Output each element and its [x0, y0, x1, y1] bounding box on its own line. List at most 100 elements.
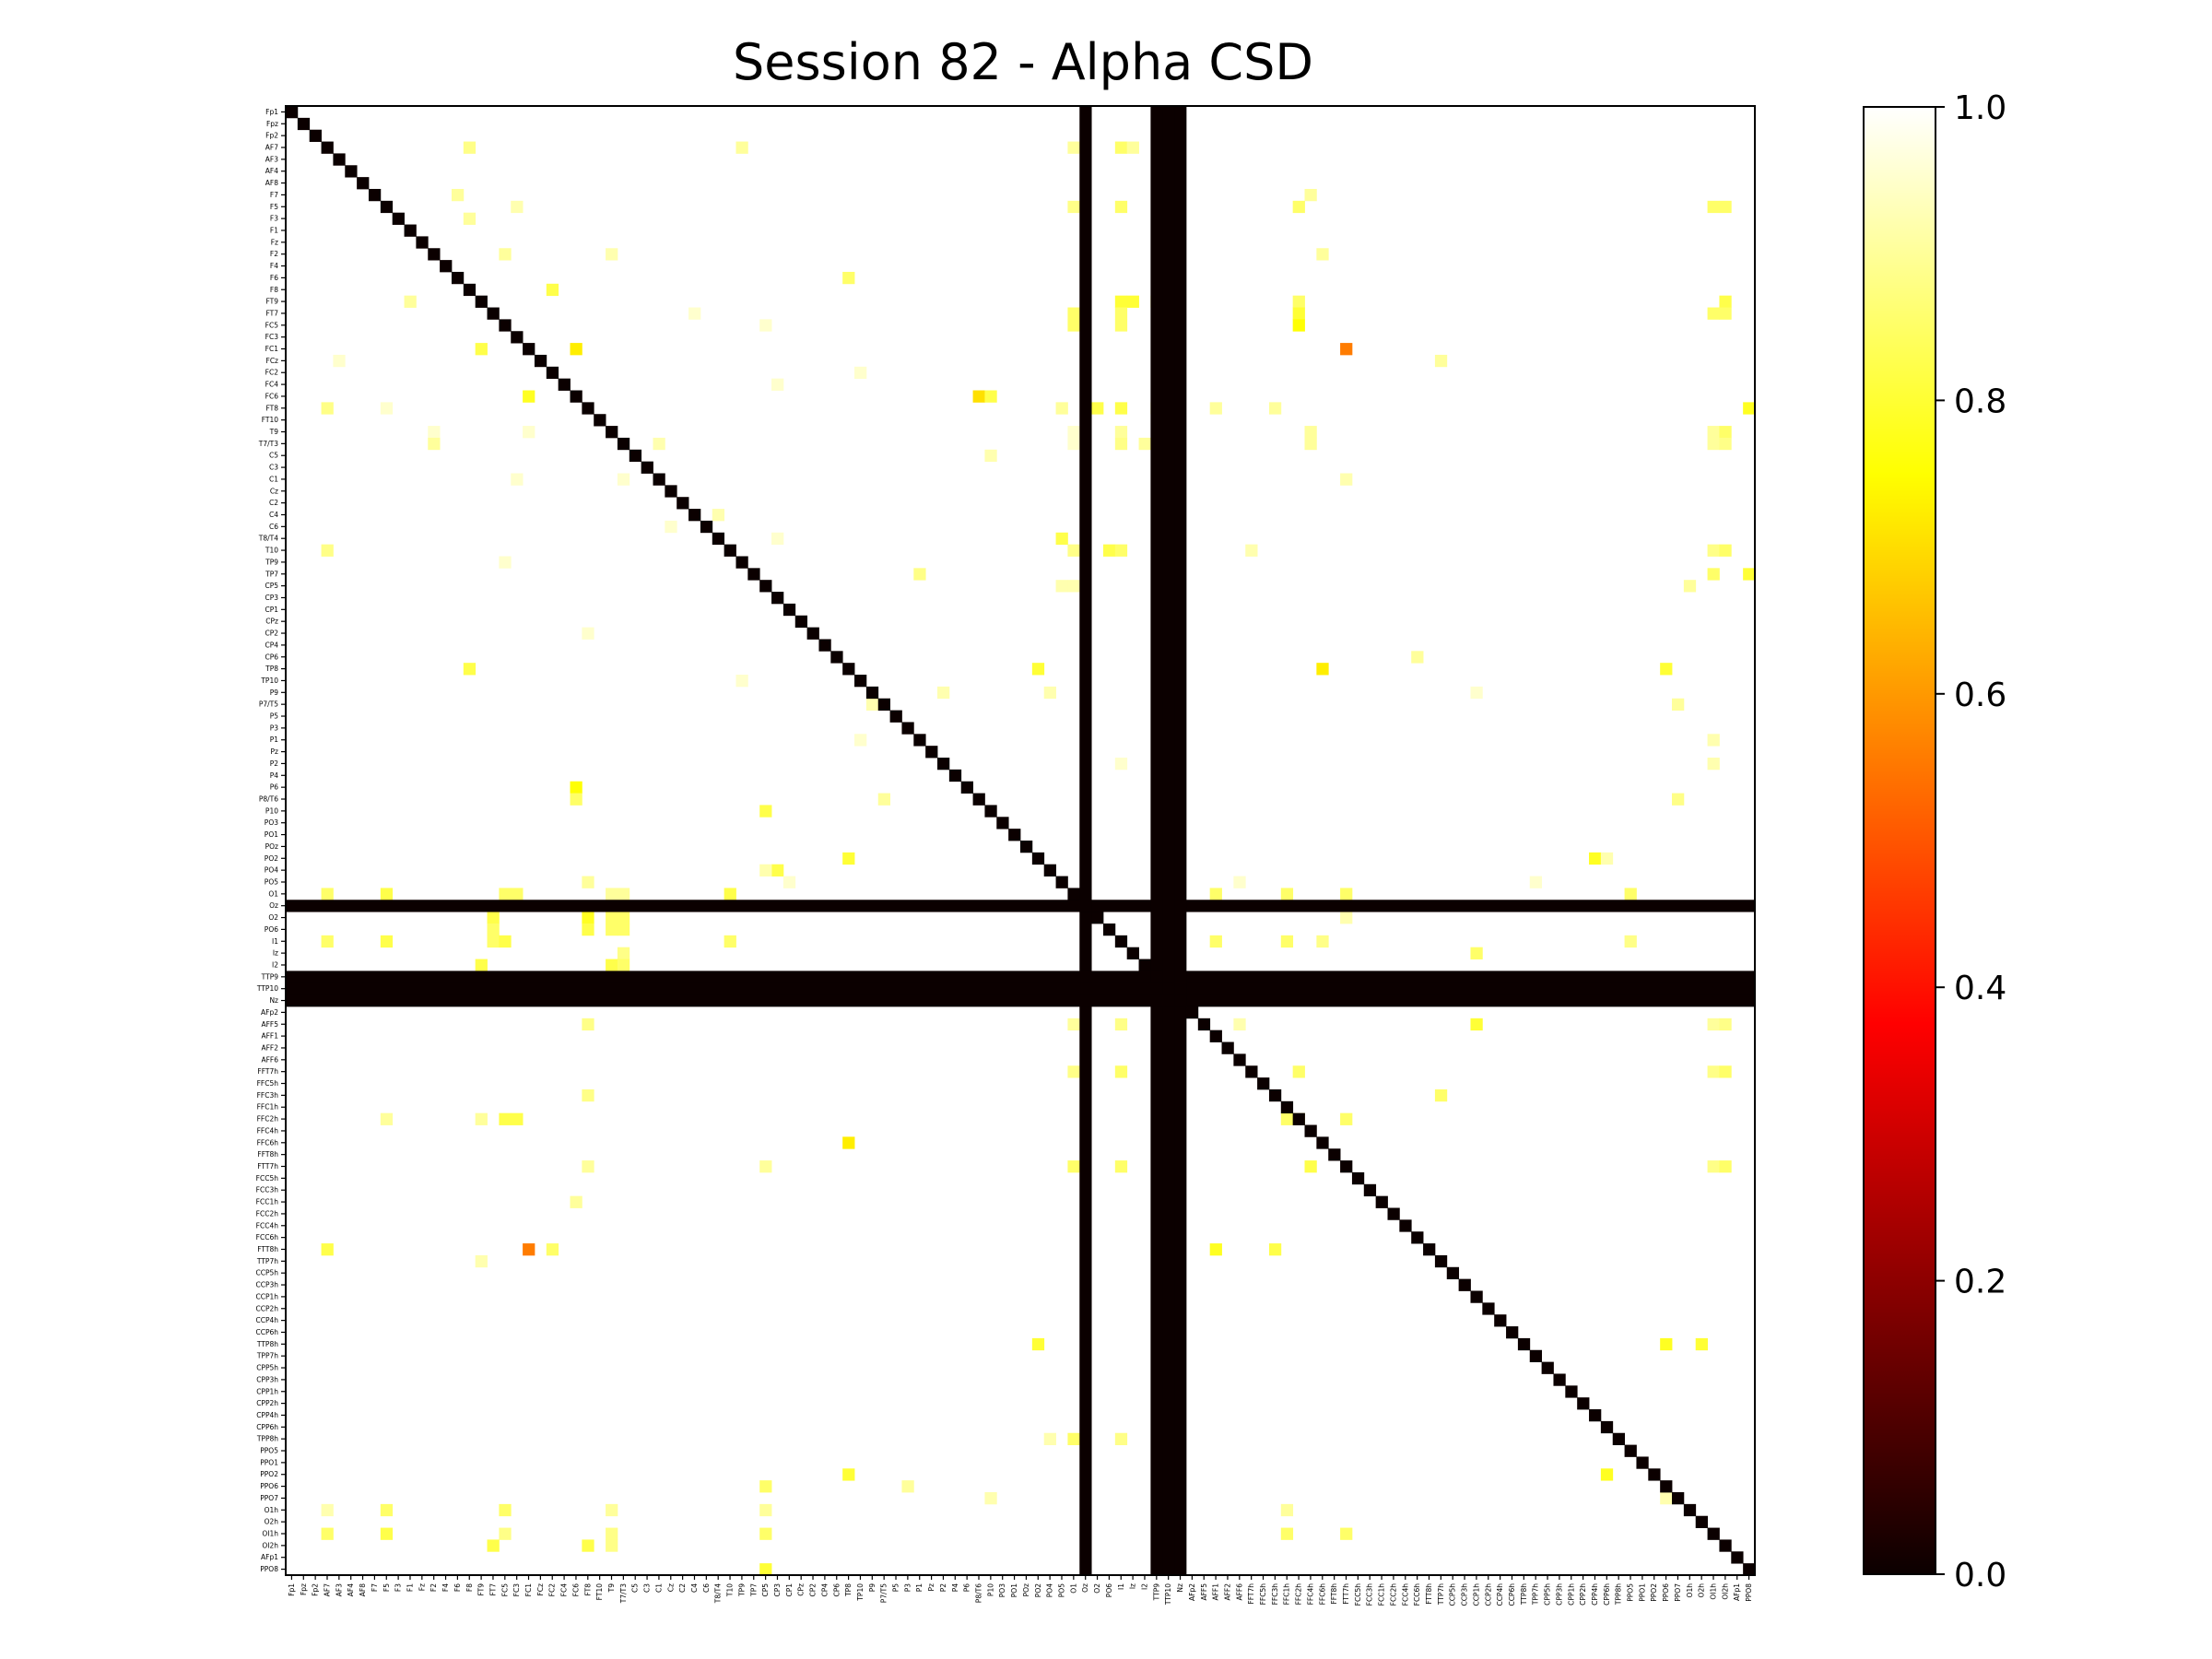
diagonal-cell [309, 129, 322, 142]
y-tick-label: AF3 [265, 155, 278, 163]
heatmap-cell [1434, 1088, 1448, 1102]
heatmap-cell [712, 509, 725, 522]
y-tick-label: CP3 [265, 594, 278, 602]
y-tick-label: CPP6h [256, 1423, 278, 1431]
heatmap-cell [1707, 1065, 1720, 1078]
y-tick-label: Oz [269, 901, 278, 910]
x-tick-label: PPO6 [1662, 1583, 1670, 1602]
y-tick-label: P4 [270, 771, 279, 780]
diagonal-cell [937, 758, 950, 771]
diagonal-cell [1506, 1326, 1519, 1339]
y-tick-label: CCP1h [255, 1292, 278, 1300]
x-tick-label: T10 [726, 1583, 735, 1597]
x-tick-label: FC5 [500, 1583, 509, 1597]
heatmap-cell [1114, 319, 1128, 332]
heatmap-cell [1114, 426, 1128, 439]
y-tick-label: F3 [270, 215, 278, 223]
diagonal-cell [570, 390, 582, 403]
heatmap-cell [1304, 437, 1317, 451]
x-tick-label: TP9 [737, 1583, 746, 1597]
y-tick-label: P3 [270, 724, 279, 732]
x-tick-label: TPP7h [1532, 1583, 1540, 1606]
diagonal-cell [1221, 1041, 1234, 1054]
heatmap-cell [582, 876, 594, 888]
heatmap-cell [1340, 473, 1353, 486]
heatmap-cell [463, 141, 477, 154]
x-tick-label: FFC3h [1271, 1583, 1279, 1606]
heatmap-cell [1292, 1065, 1305, 1078]
heatmap-cell [463, 212, 477, 225]
y-tick-label: CCP6h [255, 1328, 278, 1336]
x-tick-label: CPP5h [1544, 1583, 1552, 1606]
heatmap-cell [1067, 437, 1080, 451]
x-tick-label: PPO2 [1650, 1583, 1658, 1602]
heatmap-cell [972, 390, 985, 403]
y-tick-label: TTP8h [256, 1340, 278, 1348]
diagonal-cell [1351, 1171, 1365, 1185]
y-tick-label: PO3 [265, 818, 278, 827]
y-tick-label: AF4 [265, 167, 278, 175]
heatmap-cell [1470, 947, 1483, 959]
y-tick-label: FFC6h [257, 1138, 279, 1147]
x-tick-label: CPP1h [1567, 1583, 1575, 1606]
x-tick-label: CCP5h [1449, 1583, 1457, 1606]
heatmap-cell [546, 283, 559, 297]
diagonal-cell [1316, 1136, 1329, 1149]
heatmap-cell [1529, 876, 1543, 888]
y-tick-label: CCP2h [255, 1304, 278, 1312]
heatmap-cell [854, 734, 867, 747]
x-tick-label: C6 [702, 1583, 711, 1593]
x-tick-label: AFF1 [1212, 1583, 1220, 1601]
x-tick-label: O2 [1093, 1583, 1101, 1594]
heatmap-cell [546, 1243, 559, 1256]
y-tick-label: TP9 [265, 558, 278, 566]
x-tick-label: T7/T3 [619, 1583, 628, 1604]
heatmap-cell [1589, 852, 1602, 865]
diagonal-cell [830, 651, 843, 664]
colorbar-tick-label: 0.4 [1954, 970, 2006, 1007]
heatmap-cell [617, 912, 630, 924]
diagonal-cell [665, 485, 677, 498]
heatmap-cell [1695, 1337, 1708, 1351]
x-tick-label: P7/T5 [880, 1583, 888, 1603]
y-tick-label: TTP7h [256, 1257, 278, 1265]
y-tick-label: C3 [269, 464, 278, 472]
heatmap-cell [1209, 1243, 1222, 1256]
y-tick-label: TTP10 [256, 984, 278, 993]
y-tick-label: PPO8 [260, 1565, 278, 1573]
x-tick-label: P9 [868, 1583, 877, 1593]
heatmap-cell [617, 473, 630, 486]
heatmap-cell [487, 935, 500, 948]
x-tick-label: TP8 [844, 1583, 853, 1597]
heatmap-cell [1280, 1527, 1294, 1540]
heatmap-cell [984, 1492, 997, 1505]
diagonal-cell [1174, 994, 1187, 1007]
y-tick-label: AFF2 [261, 1043, 278, 1052]
heatmap-cell [333, 354, 346, 368]
diagonal-cell [677, 497, 689, 510]
y-tick-label: TP8 [265, 665, 278, 673]
heatmap-cell [1209, 402, 1222, 415]
y-tick-label: F6 [270, 274, 278, 282]
y-tick-label: T9 [269, 428, 279, 436]
diagonal-cell [972, 793, 985, 806]
heatmap-cell [759, 805, 772, 818]
heatmap-cell [1316, 248, 1329, 261]
colorbar: 0.0 0.2 0.4 0.6 0.8 1.0 [1863, 89, 2006, 1594]
y-tick-label: CPP5h [256, 1364, 278, 1372]
heatmap-cell [1268, 402, 1282, 415]
x-tick-label: FC4 [560, 1583, 569, 1597]
heatmap-cell [380, 402, 394, 415]
y-tick-label: T10 [265, 547, 278, 555]
heatmap-cell [404, 295, 417, 308]
y-tick-label: PO4 [265, 866, 278, 875]
diagonal-cell [984, 805, 997, 818]
x-tick-label: FFC4h [1306, 1583, 1314, 1606]
diagonal-cell [523, 343, 535, 356]
y-tick-label: PPO2 [260, 1470, 278, 1478]
diagonal-cell [1434, 1254, 1448, 1268]
heatmap-cell [842, 1468, 855, 1481]
y-tick-label: FCC2h [256, 1209, 279, 1218]
diagonal-cell [451, 271, 465, 285]
diagonal-cell [854, 675, 867, 688]
